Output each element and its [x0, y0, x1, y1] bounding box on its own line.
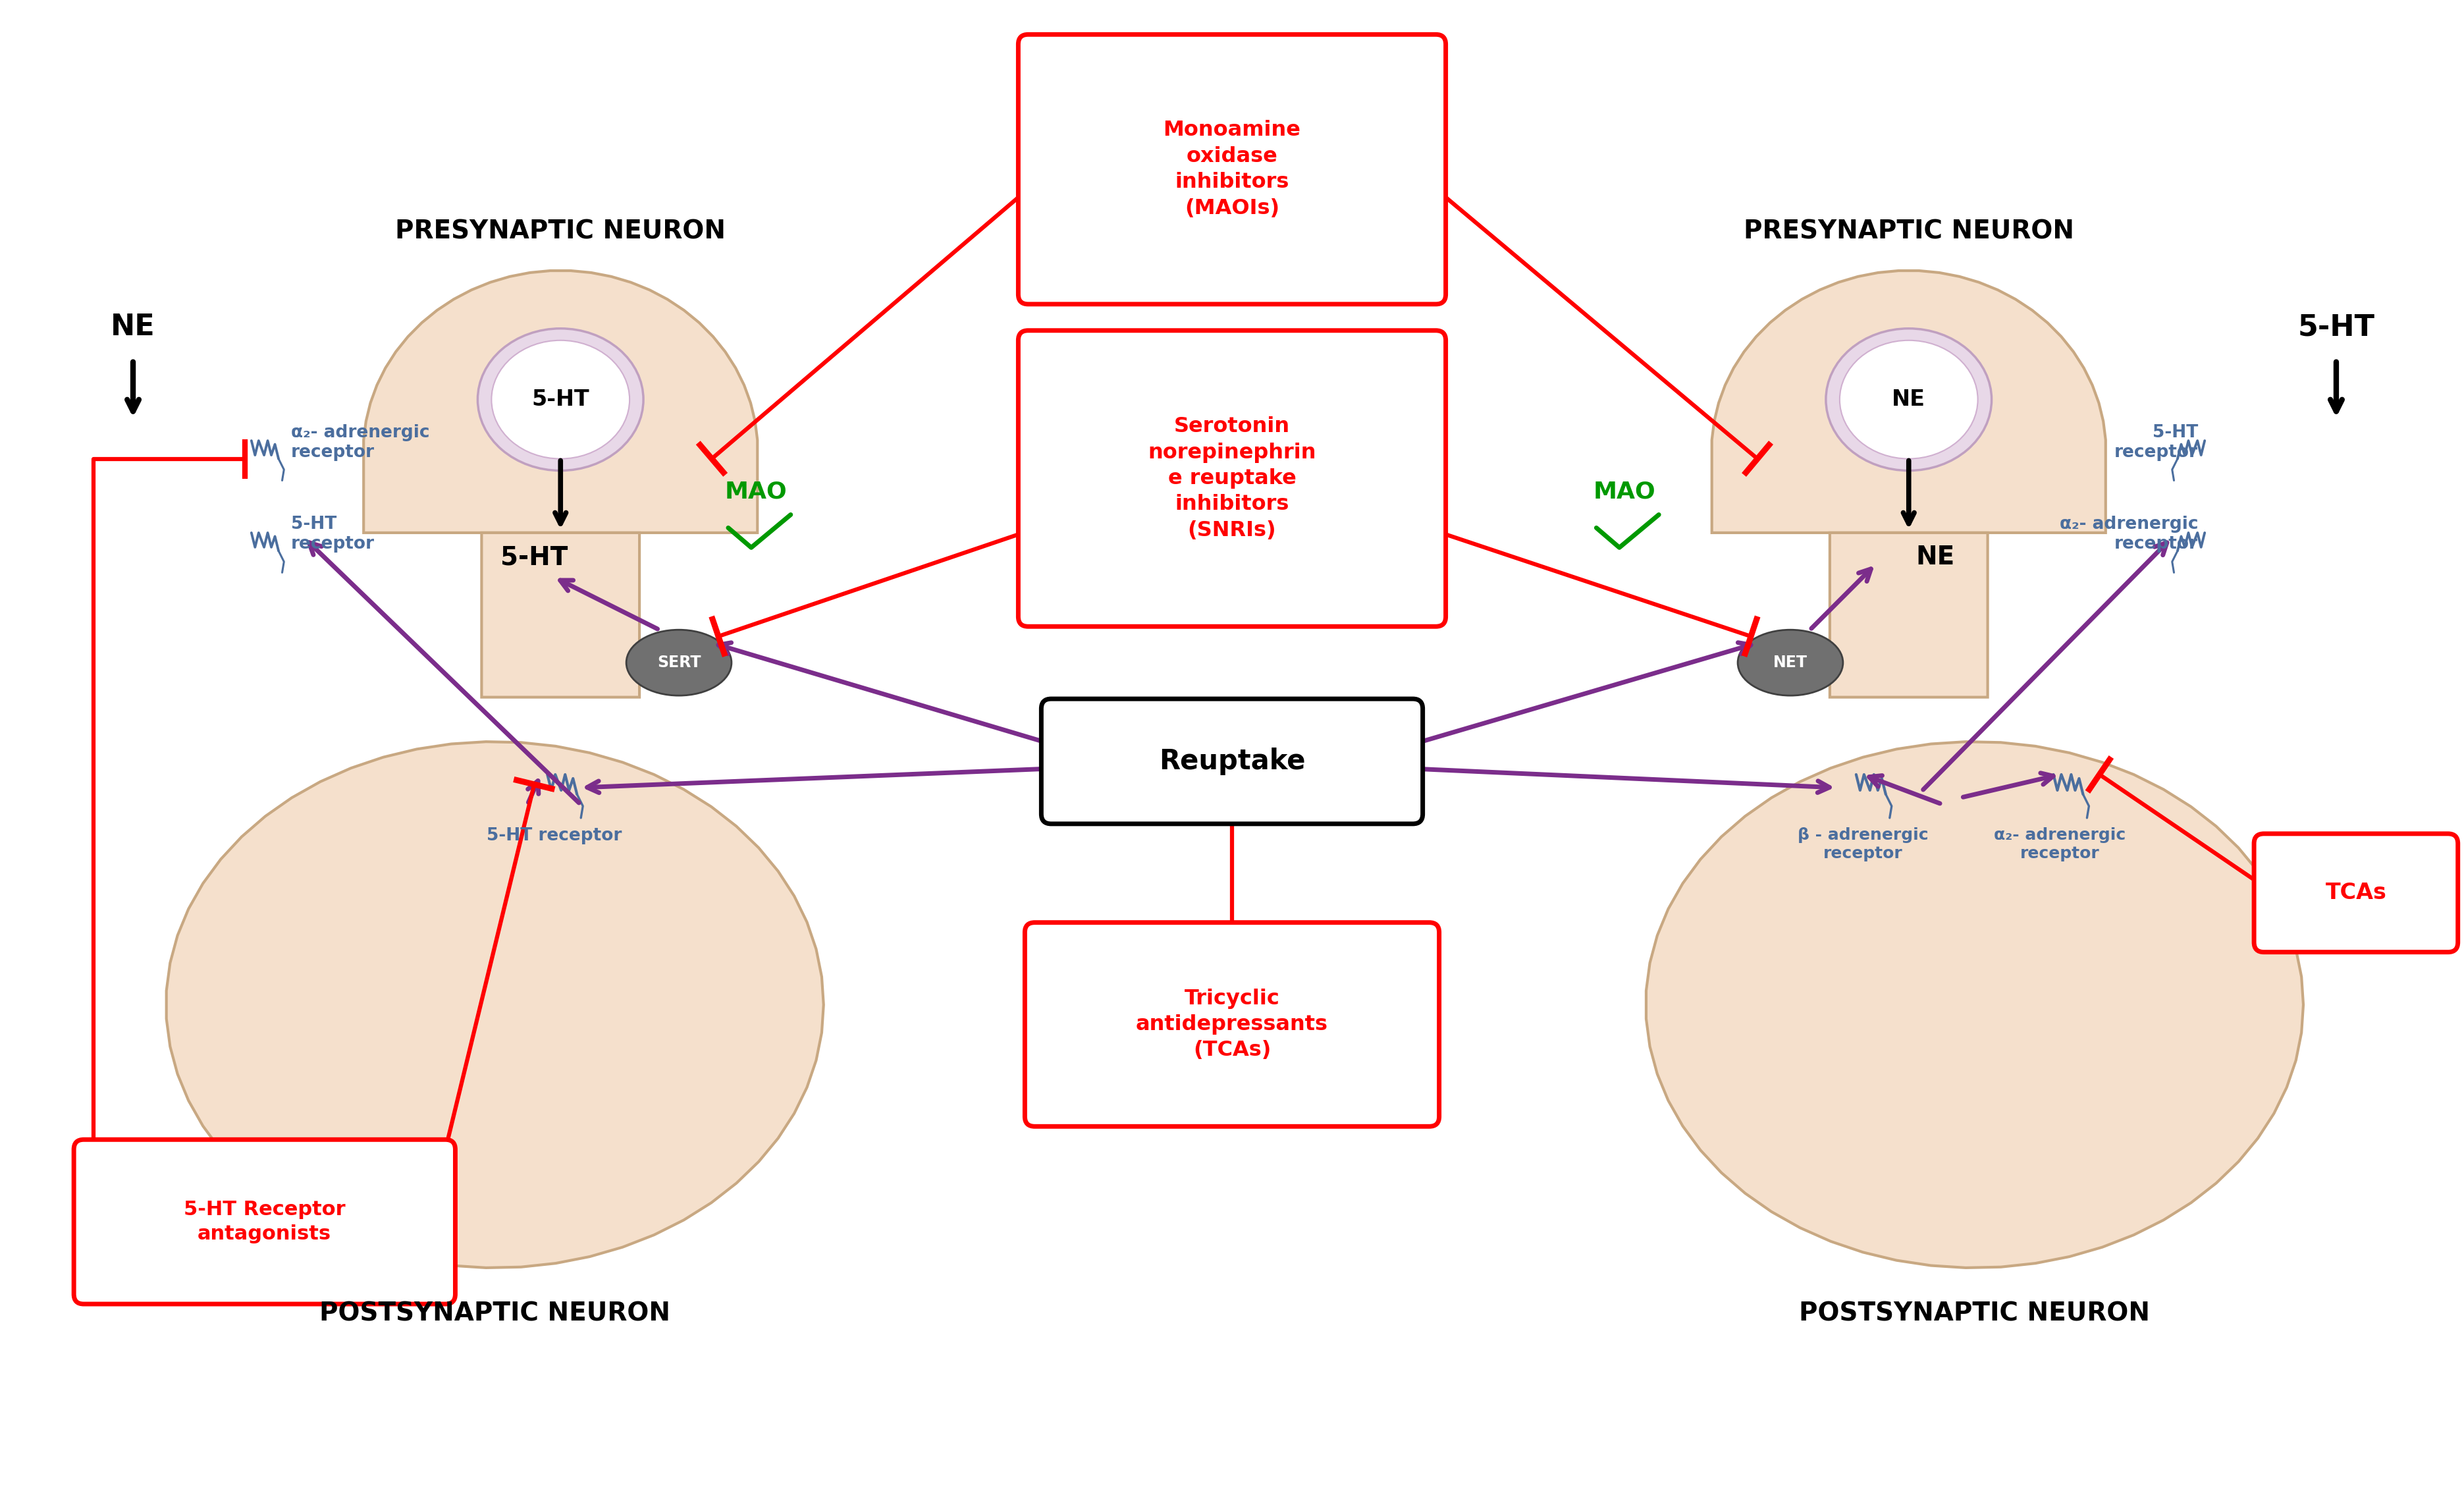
- Text: PRESYNAPTIC NEURON: PRESYNAPTIC NEURON: [394, 219, 727, 244]
- Text: NE: NE: [111, 313, 155, 342]
- Polygon shape: [168, 742, 823, 1268]
- Text: 5-HT: 5-HT: [532, 388, 589, 411]
- Text: 5-HT receptor: 5-HT receptor: [485, 827, 621, 844]
- Text: α₂- adrenergic
receptor: α₂- adrenergic receptor: [1993, 827, 2126, 862]
- Text: NE: NE: [1915, 546, 1954, 570]
- Text: 5-HT
receptor: 5-HT receptor: [291, 516, 375, 553]
- Text: α₂- adrenergic
receptor: α₂- adrenergic receptor: [2060, 516, 2198, 553]
- Polygon shape: [365, 271, 756, 697]
- Text: SERT: SERT: [658, 655, 700, 670]
- Text: 5-HT: 5-HT: [2299, 313, 2375, 342]
- FancyBboxPatch shape: [2255, 833, 2459, 952]
- Ellipse shape: [478, 328, 643, 471]
- Text: 5-HT: 5-HT: [500, 546, 567, 570]
- Text: 5-HT
receptor: 5-HT receptor: [2114, 424, 2198, 460]
- Text: MAO: MAO: [724, 481, 788, 502]
- FancyBboxPatch shape: [1018, 330, 1446, 627]
- Text: MAO: MAO: [1594, 481, 1656, 502]
- FancyBboxPatch shape: [74, 1139, 456, 1304]
- Polygon shape: [1646, 742, 2304, 1268]
- Text: Serotonin
norepinephrin
e reuptake
inhibitors
(SNRIs): Serotonin norepinephrin e reuptake inhib…: [1148, 417, 1316, 541]
- Ellipse shape: [490, 340, 631, 459]
- Text: 5-HT Receptor
antagonists: 5-HT Receptor antagonists: [185, 1201, 345, 1244]
- Text: PRESYNAPTIC NEURON: PRESYNAPTIC NEURON: [1745, 219, 2075, 244]
- FancyBboxPatch shape: [1018, 34, 1446, 304]
- FancyBboxPatch shape: [1025, 922, 1439, 1126]
- Text: NET: NET: [1774, 655, 1809, 670]
- Text: β - adrenergic
receptor: β - adrenergic receptor: [1796, 827, 1929, 862]
- Ellipse shape: [626, 630, 732, 696]
- Ellipse shape: [1841, 340, 1979, 459]
- FancyBboxPatch shape: [1042, 699, 1422, 824]
- Text: Monoamine
oxidase
inhibitors
(MAOIs): Monoamine oxidase inhibitors (MAOIs): [1163, 120, 1301, 219]
- Text: Tricyclic
antidepressants
(TCAs): Tricyclic antidepressants (TCAs): [1136, 988, 1328, 1061]
- Text: POSTSYNAPTIC NEURON: POSTSYNAPTIC NEURON: [320, 1301, 670, 1327]
- Polygon shape: [1712, 271, 2107, 697]
- Text: NE: NE: [1892, 388, 1924, 411]
- Text: Reuptake: Reuptake: [1158, 748, 1306, 775]
- Text: α₂- adrenergic
receptor: α₂- adrenergic receptor: [291, 424, 429, 460]
- Ellipse shape: [1826, 328, 1991, 471]
- Ellipse shape: [1737, 630, 1843, 696]
- Text: TCAs: TCAs: [2326, 881, 2388, 904]
- Text: POSTSYNAPTIC NEURON: POSTSYNAPTIC NEURON: [1799, 1301, 2151, 1327]
